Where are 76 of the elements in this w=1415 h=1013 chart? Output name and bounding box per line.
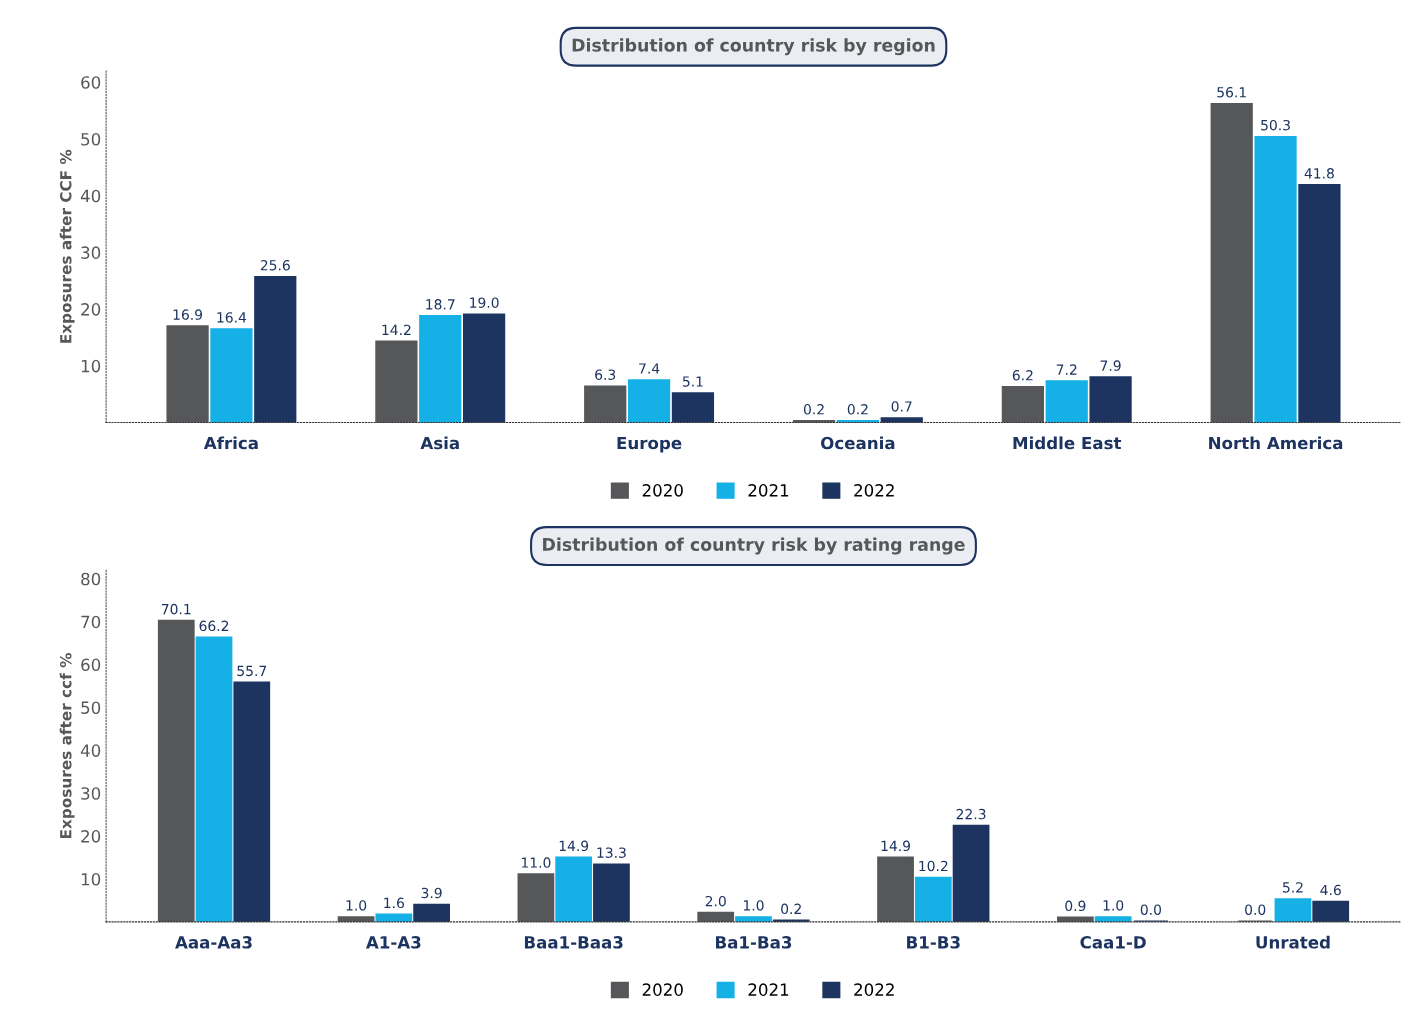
data-label: 0.2 (803, 404, 824, 415)
x-tick-label: North America (1209, 436, 1343, 450)
data-label: 1.0 (743, 900, 764, 911)
data-label: 1.0 (1103, 900, 1124, 911)
data-label: 6.3 (595, 369, 616, 380)
data-label: 70.1 (161, 603, 191, 615)
y-axis-title: Exposures after CCF % (59, 149, 75, 343)
data-label: 1.6 (384, 897, 405, 909)
data-label: 13.3 (597, 847, 626, 858)
x-tick-label: Caa1-D (1080, 936, 1146, 949)
data-label: 10.2 (919, 860, 948, 872)
x-tick-label: Oceania (821, 436, 895, 450)
data-label: 1.0 (346, 900, 367, 911)
data-label: 6.2 (1012, 370, 1033, 381)
legend-label: 2022 (854, 983, 894, 996)
y-tick-label: 80 (81, 572, 101, 586)
data-label: 56.1 (1217, 87, 1246, 98)
x-tick-label: Baa1-Baa3 (524, 936, 623, 949)
data-label: 11.0 (521, 857, 551, 868)
data-label: 7.9 (1100, 360, 1121, 371)
x-tick-label: Africa (203, 436, 258, 450)
x-tick-label: Middle East (1013, 436, 1122, 450)
data-label: 0.2 (847, 404, 868, 415)
data-label: 0.0 (1245, 904, 1266, 915)
data-label: 0.9 (1065, 900, 1086, 912)
x-tick-label: A1-A3 (365, 936, 421, 949)
data-label: 16.4 (217, 312, 247, 323)
data-label: 7.4 (639, 363, 660, 374)
legend-label: 2022 (854, 484, 894, 497)
y-tick-label: 40 (80, 744, 101, 757)
y-tick-label: 70 (81, 615, 101, 629)
y-tick-label: 10 (81, 872, 101, 886)
x-tick-label: Aaa-Aa3 (175, 936, 252, 949)
data-label: 55.7 (237, 665, 267, 677)
x-tick-label: Ba1-Ba3 (716, 936, 792, 949)
y-tick-label: 20 (81, 303, 101, 316)
data-label: 14.9 (559, 840, 589, 852)
data-label: 0.7 (891, 401, 912, 412)
data-label: 14.9 (881, 840, 911, 852)
y-tick-label: 50 (81, 701, 101, 714)
y-tick-label: 10 (81, 359, 101, 373)
data-label: 3.9 (421, 887, 442, 899)
x-tick-label: B1-B3 (907, 936, 960, 949)
x-tick-label: Asia (420, 436, 459, 450)
data-label: 41.8 (1304, 168, 1334, 179)
data-label: 0.0 (1140, 904, 1162, 915)
data-label: 5.2 (1282, 882, 1303, 893)
data-label: 14.2 (382, 324, 411, 335)
data-label: 5.1 (682, 376, 703, 387)
data-label: 7.2 (1056, 364, 1077, 375)
y-tick-label: 60 (81, 76, 101, 89)
chart-title: Distribution of country risk by rating range (543, 537, 965, 555)
data-label: 18.7 (426, 299, 455, 310)
data-label: 0.2 (781, 903, 801, 915)
legend-label: 2020 (642, 484, 683, 497)
data-label: 50.3 (1261, 119, 1290, 131)
y-tick-label: 20 (81, 830, 101, 843)
data-label: 16.9 (173, 309, 203, 320)
y-tick-label: 60 (81, 658, 101, 672)
x-tick-label: Europe (617, 436, 682, 453)
data-label: 2.0 (705, 895, 726, 907)
legend-label: 2020 (642, 983, 683, 996)
y-axis-title: Exposures after ccf % (59, 653, 75, 839)
data-label: 19.0 (470, 297, 499, 308)
chart-title: Distribution of country risk by region (572, 38, 935, 56)
data-label: 66.2 (199, 620, 229, 632)
x-tick-label: Unrated (1256, 935, 1330, 949)
legend-label: 2021 (748, 983, 789, 996)
legend-label: 2021 (748, 484, 789, 497)
y-tick-label: 30 (81, 246, 101, 259)
data-label: 22.3 (956, 808, 986, 820)
data-label: 4.6 (1320, 884, 1341, 896)
data-label: 25.6 (260, 259, 290, 271)
y-tick-label: 40 (80, 189, 101, 203)
y-tick-label: 50 (81, 132, 101, 146)
y-tick-label: 30 (81, 787, 101, 800)
